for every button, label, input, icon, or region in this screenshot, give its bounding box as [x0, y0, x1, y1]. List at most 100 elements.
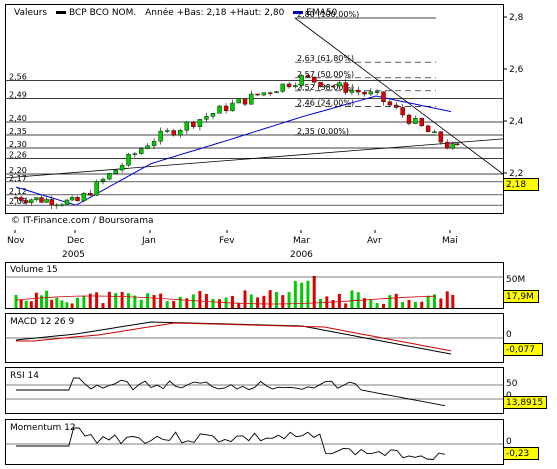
level-label: 2,08 — [9, 197, 27, 206]
candle-up — [139, 148, 144, 154]
candle-down — [88, 193, 93, 196]
volume-bar — [293, 281, 297, 308]
volume-bar — [382, 303, 385, 308]
volume-bar — [133, 295, 137, 308]
volume-bar — [420, 301, 424, 308]
macd-tag: -0,077 — [503, 343, 543, 356]
candle-up — [59, 204, 65, 206]
volume-bar — [369, 299, 373, 308]
volume-chart — [6, 275, 503, 308]
series-name: BCP BCO NOM. — [68, 8, 137, 18]
volume-bar — [178, 296, 182, 308]
candle-up — [230, 102, 235, 112]
candle-down — [18, 197, 24, 201]
candle-down — [171, 130, 176, 136]
macd-panel: MACD 12 26 9 — [5, 313, 504, 363]
volume-bar — [198, 290, 202, 308]
candle-down — [455, 143, 460, 145]
candle-up — [119, 164, 125, 171]
price-tick-label: 2,2 — [509, 169, 523, 179]
candle-up — [374, 91, 380, 93]
volume-bar — [24, 300, 28, 308]
month-label: Fev — [219, 236, 235, 246]
volume-bar — [401, 301, 405, 308]
momentum-panel: Momentum 12 — [5, 419, 504, 465]
volume-bar — [172, 300, 176, 308]
month-label: Jan — [141, 236, 156, 246]
volume-panel: Volume 15 — [5, 262, 504, 309]
momentum-chart — [6, 427, 503, 460]
candle-down — [394, 104, 399, 108]
volume-bar — [211, 299, 215, 308]
candle-down — [191, 121, 196, 127]
volume-title: Volume 15 — [10, 265, 58, 275]
candle-up — [197, 119, 203, 127]
volume-tag: 17,9M — [503, 290, 539, 303]
momentum-title: Momentum 12 — [10, 423, 76, 433]
rsi-tag: 13,8915 — [503, 396, 547, 409]
volume-bar — [14, 294, 18, 308]
candle-down — [381, 91, 386, 103]
candle-down — [223, 105, 229, 112]
volume-bar — [312, 275, 316, 308]
volume-bar — [281, 295, 285, 308]
candle-up — [210, 113, 216, 117]
candle-up — [299, 75, 304, 86]
volume-bar — [76, 297, 79, 308]
level-label: 2,20 — [9, 166, 27, 175]
candle-up — [81, 193, 87, 202]
volume-bar — [139, 299, 143, 308]
volume-bar — [268, 290, 272, 308]
volume-bar — [237, 302, 241, 308]
volume-bar — [204, 293, 208, 308]
volume-bar — [344, 303, 348, 308]
candle-down — [267, 92, 273, 94]
month-label: Mar — [293, 236, 310, 246]
volume-bar — [350, 290, 354, 308]
volume-bar — [152, 295, 156, 308]
candle-down — [305, 75, 311, 78]
rsi-line — [16, 377, 446, 407]
volume-bar — [34, 292, 38, 308]
price-header: Valeurs BCP BCO NOM. Année +Bas: 2,18 +H… — [14, 8, 343, 18]
candle-down — [343, 82, 348, 93]
macd-axis-label: 0 — [506, 330, 512, 340]
candle-up — [34, 197, 39, 200]
volume-bar — [29, 301, 33, 308]
volume-bar — [40, 295, 43, 308]
volume-bar — [287, 292, 291, 308]
volume-bar — [191, 294, 195, 308]
level-label: 2,12 — [9, 187, 27, 196]
ema-swatch — [293, 11, 304, 14]
fibonacci-label: 2,57 (50,00%) — [297, 70, 354, 79]
volume-bar — [55, 297, 59, 308]
volume-bar — [388, 295, 392, 308]
candle-down — [406, 114, 412, 124]
ema-label: EMA50 — [306, 8, 338, 18]
candle-up — [126, 153, 131, 166]
candle-up — [368, 91, 374, 95]
volume-bar — [230, 295, 234, 308]
candle-down — [445, 141, 450, 149]
volume-bar — [65, 302, 69, 308]
volume-bar — [407, 299, 411, 308]
volume-bar — [107, 291, 111, 308]
volume-bar — [88, 293, 92, 308]
candle-up — [337, 82, 342, 87]
volume-bar — [262, 295, 266, 308]
volume-bar — [114, 293, 118, 308]
volume-bar — [249, 294, 253, 308]
momentum-line — [16, 427, 446, 460]
momentum-tag: -0,23 — [503, 447, 539, 460]
candle-down — [330, 85, 336, 88]
candle-up — [324, 85, 329, 88]
volume-bar — [243, 290, 247, 308]
candle-up — [44, 199, 49, 203]
rsi-panel: RSI 14 — [5, 367, 504, 414]
candle-down — [356, 89, 361, 93]
month-label: Avr — [367, 236, 382, 246]
candle-down — [318, 82, 323, 87]
price-tick-label: 2,8 — [509, 13, 524, 23]
candle-down — [438, 131, 444, 143]
candle-down — [75, 197, 80, 202]
